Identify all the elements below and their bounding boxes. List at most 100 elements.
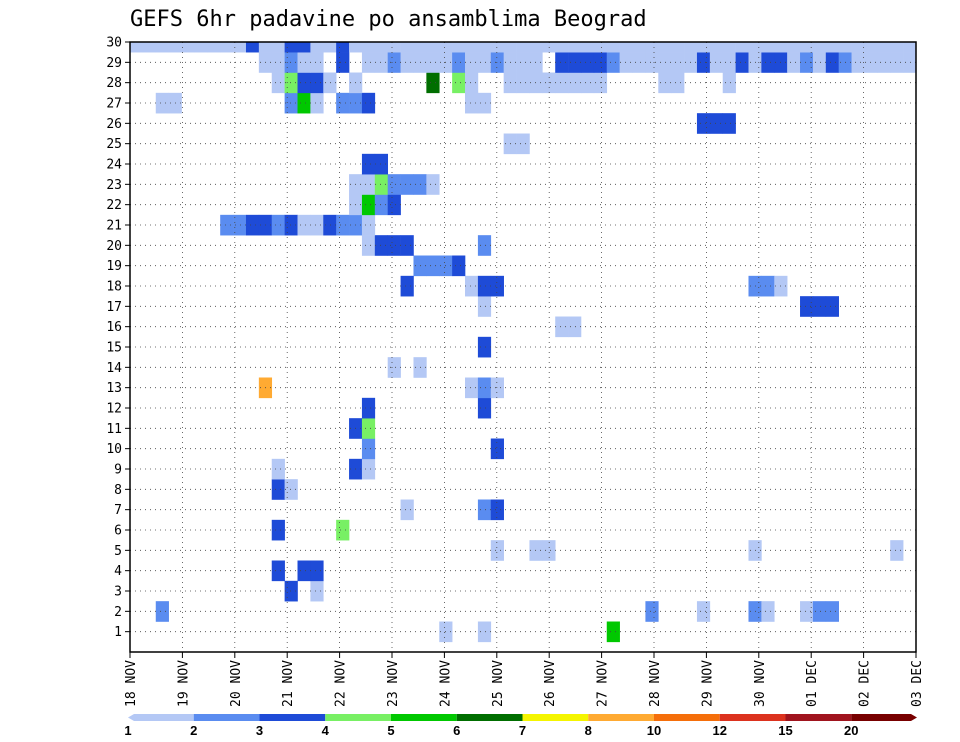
heatmap-cell [271, 72, 285, 94]
heatmap-cell [426, 42, 440, 53]
x-tick-label: 29 NOV [700, 660, 715, 707]
heatmap-cell [477, 296, 492, 317]
y-tick-label: 19 [106, 259, 122, 274]
heatmap-cell [361, 214, 376, 236]
heatmap-cell [696, 601, 711, 622]
heatmap-cell [722, 52, 736, 73]
heatmap-cell [800, 601, 814, 622]
heatmap-cell [555, 316, 569, 338]
y-tick-label: 15 [106, 341, 122, 356]
heatmap-cell [555, 42, 569, 53]
heatmap-cell [245, 42, 260, 53]
heatmap-cell [387, 174, 401, 195]
x-tick-label: 23 NOV [386, 660, 401, 707]
heatmap-cell [155, 42, 169, 53]
colorbar-label: 7 [519, 723, 526, 738]
heatmap-cell [580, 72, 595, 94]
colorbar-label: 5 [387, 723, 394, 738]
colorbar: 1 2 3 4 5 6 7 8 10 12 15 20 [124, 714, 917, 738]
x-tick-label: 27 NOV [596, 660, 611, 707]
heatmap-cell [349, 42, 363, 53]
heatmap-cell [890, 540, 904, 561]
heatmap-cell [323, 72, 337, 94]
heatmap-cell [516, 52, 530, 73]
heatmap-cell [323, 214, 337, 236]
x-tick-label: 25 NOV [491, 660, 506, 707]
heatmap-cell [503, 42, 517, 53]
heatmap-cell [696, 42, 711, 53]
heatmap-cell [284, 42, 298, 53]
heatmap-cell [761, 601, 775, 622]
heatmap-cell [297, 72, 311, 94]
heatmap-cell [130, 42, 144, 53]
heatmap-cell [477, 52, 492, 73]
heatmap-cell [336, 52, 350, 73]
heatmap-cell [400, 42, 414, 53]
heatmap-cell [645, 52, 659, 73]
y-tick-label: 12 [106, 402, 122, 417]
heatmap-cell [271, 458, 285, 480]
heatmap-cell [361, 174, 376, 195]
heatmap-cell [426, 255, 440, 277]
heatmap-cell [890, 42, 904, 53]
heatmap-cell [825, 601, 839, 622]
heatmap-cell [825, 42, 839, 53]
colorbar-label: 12 [713, 723, 727, 738]
colorbar-swatch [128, 714, 194, 721]
y-tick-label: 17 [106, 300, 122, 315]
x-tick-label: 02 DEC [858, 660, 873, 707]
heatmap-cell [735, 42, 749, 53]
heatmap-cell [477, 42, 492, 53]
heatmap-cell [477, 336, 492, 358]
heatmap-cell [310, 92, 324, 114]
heatmap-cell [477, 397, 492, 419]
heatmap-cell [516, 72, 530, 94]
y-tick-label: 22 [106, 198, 122, 213]
x-tick-label: 01 DEC [805, 660, 820, 707]
heatmap-cell [168, 42, 182, 53]
heatmap-cell [477, 377, 492, 399]
heatmap-cell [903, 52, 917, 73]
heatmap-cell [606, 52, 620, 73]
heatmap-cell [258, 42, 273, 53]
heatmap-cell [155, 92, 169, 114]
colorbar-label: 6 [453, 723, 460, 738]
heatmap-cell [336, 214, 350, 236]
y-tick-label: 20 [106, 239, 122, 254]
y-tick-label: 27 [106, 97, 122, 112]
heatmap-cell [580, 52, 595, 73]
heatmap-cell [297, 42, 311, 53]
heatmap-cell [800, 296, 814, 317]
heatmap-cell [477, 235, 492, 256]
heatmap-cell [155, 601, 169, 622]
heatmap-cell [284, 92, 298, 114]
x-tick-label: 03 DEC [910, 660, 925, 707]
colorbar-label: 2 [190, 723, 197, 738]
heatmap-cell [516, 42, 530, 53]
heatmap-cell [735, 52, 749, 73]
heatmap-cell [361, 194, 376, 216]
y-tick-label: 9 [114, 463, 122, 478]
y-tick-label: 3 [114, 585, 122, 600]
heatmap-cell [361, 458, 376, 480]
heatmap-cell [271, 214, 285, 236]
colorbar-label: 10 [647, 723, 661, 738]
plot-frame [129, 41, 917, 653]
heatmap-cell [284, 479, 298, 500]
heatmap-cell [490, 438, 504, 460]
colorbar-swatch [456, 714, 523, 721]
y-tick-label: 10 [106, 442, 122, 457]
x-tick-label: 18 NOV [124, 660, 139, 707]
y-tick-label: 14 [106, 361, 122, 376]
y-tick-label: 30 [106, 36, 122, 51]
heatmap-cell [529, 42, 543, 53]
heatmap-cell [696, 52, 711, 73]
heatmap-cell [696, 113, 711, 134]
y-tick-label: 7 [114, 503, 122, 518]
heatmap-cell [271, 42, 285, 53]
heatmap-cell [284, 214, 298, 236]
x-tick-label: 30 NOV [753, 660, 768, 707]
heatmap-cell [336, 519, 350, 541]
y-tick-label: 13 [106, 381, 122, 396]
